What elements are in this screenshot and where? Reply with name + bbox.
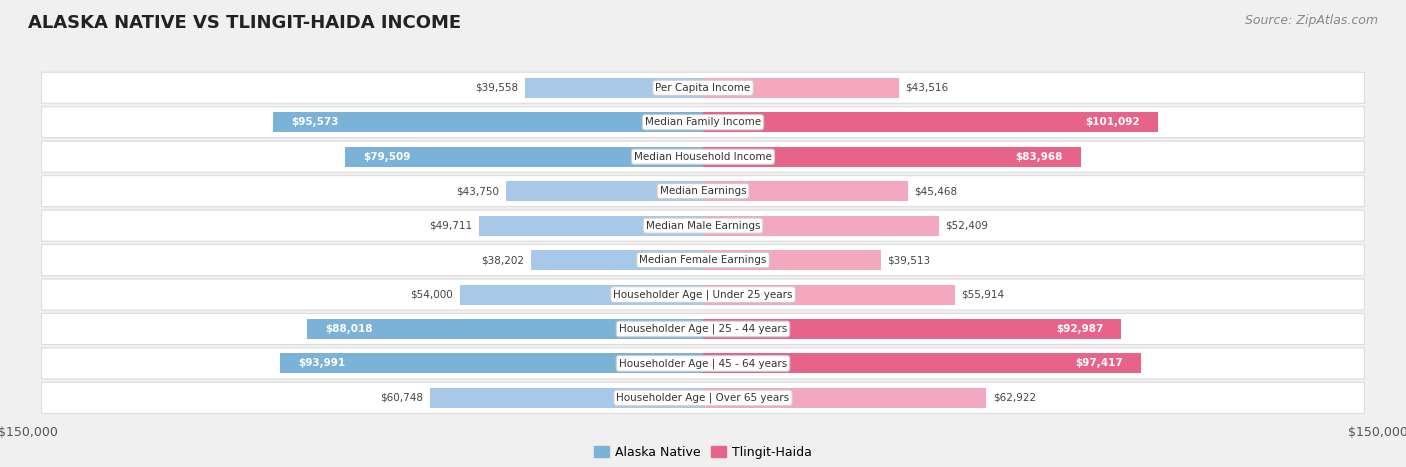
Text: $95,573: $95,573 xyxy=(291,117,339,127)
Bar xyxy=(531,250,703,270)
FancyBboxPatch shape xyxy=(42,107,1364,138)
Bar xyxy=(703,181,907,201)
Bar xyxy=(703,354,1142,374)
Bar xyxy=(703,250,880,270)
Text: $43,750: $43,750 xyxy=(457,186,499,196)
FancyBboxPatch shape xyxy=(42,141,1364,172)
Bar xyxy=(307,319,703,339)
Text: Householder Age | Over 65 years: Householder Age | Over 65 years xyxy=(616,393,790,403)
Text: Householder Age | 25 - 44 years: Householder Age | 25 - 44 years xyxy=(619,324,787,334)
Bar xyxy=(346,147,703,167)
Bar xyxy=(703,319,1122,339)
FancyBboxPatch shape xyxy=(42,176,1364,207)
Text: $49,711: $49,711 xyxy=(429,220,472,231)
Text: $88,018: $88,018 xyxy=(325,324,373,334)
FancyBboxPatch shape xyxy=(42,382,1364,413)
FancyBboxPatch shape xyxy=(42,72,1364,103)
FancyBboxPatch shape xyxy=(42,348,1364,379)
Bar xyxy=(703,284,955,304)
Bar xyxy=(273,112,703,132)
Text: Per Capita Income: Per Capita Income xyxy=(655,83,751,93)
Text: Median Family Income: Median Family Income xyxy=(645,117,761,127)
Text: $83,968: $83,968 xyxy=(1015,152,1063,162)
Text: $97,417: $97,417 xyxy=(1076,359,1123,368)
Text: $92,987: $92,987 xyxy=(1056,324,1104,334)
Bar xyxy=(479,216,703,236)
Text: Median Male Earnings: Median Male Earnings xyxy=(645,220,761,231)
Text: Householder Age | Under 25 years: Householder Age | Under 25 years xyxy=(613,289,793,300)
Text: Median Household Income: Median Household Income xyxy=(634,152,772,162)
Bar xyxy=(430,388,703,408)
FancyBboxPatch shape xyxy=(42,210,1364,241)
Text: $55,914: $55,914 xyxy=(962,290,1004,299)
Text: $93,991: $93,991 xyxy=(298,359,346,368)
Text: $54,000: $54,000 xyxy=(411,290,453,299)
Text: $45,468: $45,468 xyxy=(914,186,957,196)
Text: Householder Age | 45 - 64 years: Householder Age | 45 - 64 years xyxy=(619,358,787,368)
Text: $52,409: $52,409 xyxy=(946,220,988,231)
Text: $39,513: $39,513 xyxy=(887,255,931,265)
Bar xyxy=(703,112,1157,132)
Bar xyxy=(460,284,703,304)
Text: Median Earnings: Median Earnings xyxy=(659,186,747,196)
Text: $62,922: $62,922 xyxy=(993,393,1036,403)
Legend: Alaska Native, Tlingit-Haida: Alaska Native, Tlingit-Haida xyxy=(589,441,817,464)
Bar xyxy=(703,216,939,236)
FancyBboxPatch shape xyxy=(42,245,1364,276)
Bar xyxy=(524,78,703,98)
Text: Source: ZipAtlas.com: Source: ZipAtlas.com xyxy=(1244,14,1378,27)
Text: $60,748: $60,748 xyxy=(380,393,423,403)
FancyBboxPatch shape xyxy=(42,279,1364,310)
Bar xyxy=(703,78,898,98)
Text: $39,558: $39,558 xyxy=(475,83,519,93)
Bar xyxy=(280,354,703,374)
Text: $101,092: $101,092 xyxy=(1085,117,1140,127)
Text: $43,516: $43,516 xyxy=(905,83,949,93)
Bar xyxy=(506,181,703,201)
Bar xyxy=(703,147,1081,167)
Text: ALASKA NATIVE VS TLINGIT-HAIDA INCOME: ALASKA NATIVE VS TLINGIT-HAIDA INCOME xyxy=(28,14,461,32)
FancyBboxPatch shape xyxy=(42,313,1364,345)
Text: $38,202: $38,202 xyxy=(481,255,524,265)
Text: Median Female Earnings: Median Female Earnings xyxy=(640,255,766,265)
Text: $79,509: $79,509 xyxy=(363,152,411,162)
Bar xyxy=(703,388,986,408)
